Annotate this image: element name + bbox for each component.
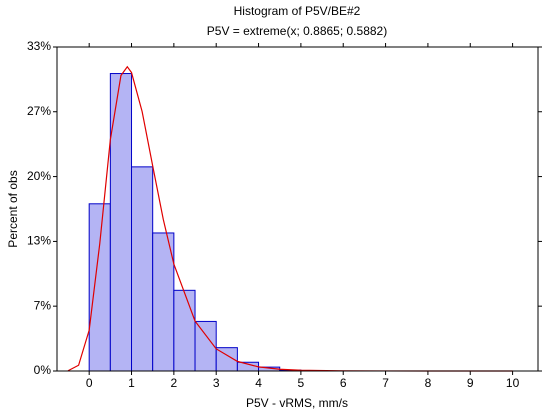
x-axis-label: P5V - vRMS, mm/s bbox=[246, 396, 348, 410]
y-axis-label: Percent of obs bbox=[6, 170, 20, 247]
y-tick-label: 20% bbox=[27, 169, 51, 183]
bar bbox=[194, 320, 217, 372]
x-tick-label: 6 bbox=[340, 376, 347, 390]
bar bbox=[131, 166, 154, 372]
x-tick-label: 8 bbox=[425, 376, 432, 390]
x-tick-label: 5 bbox=[298, 376, 305, 390]
bar bbox=[152, 232, 175, 372]
y-tick-label: 13% bbox=[27, 234, 51, 248]
fit-curve bbox=[67, 65, 513, 372]
y-tick-label: 0% bbox=[34, 363, 52, 377]
chart-title: Histogram of P5V/BE#2 bbox=[234, 4, 361, 18]
x-tick-label: 3 bbox=[213, 376, 220, 390]
x-tick-label: 7 bbox=[382, 376, 389, 390]
y-tick-label: 33% bbox=[27, 39, 51, 53]
y-tick-label: 7% bbox=[34, 298, 52, 312]
x-tick-label: 9 bbox=[467, 376, 474, 390]
x-tick-label: 4 bbox=[255, 376, 262, 390]
x-tick-label: 2 bbox=[171, 376, 178, 390]
x-tick-label: 1 bbox=[128, 376, 135, 390]
y-tick-label: 27% bbox=[27, 104, 51, 118]
x-tick-label: 0 bbox=[86, 376, 93, 390]
bar bbox=[88, 203, 111, 372]
x-tick-label: 10 bbox=[506, 376, 520, 390]
bar bbox=[173, 289, 196, 372]
chart-subtitle: P5V = extreme(x; 0.8865; 0.5882) bbox=[207, 24, 387, 38]
plot-frame bbox=[56, 46, 539, 372]
